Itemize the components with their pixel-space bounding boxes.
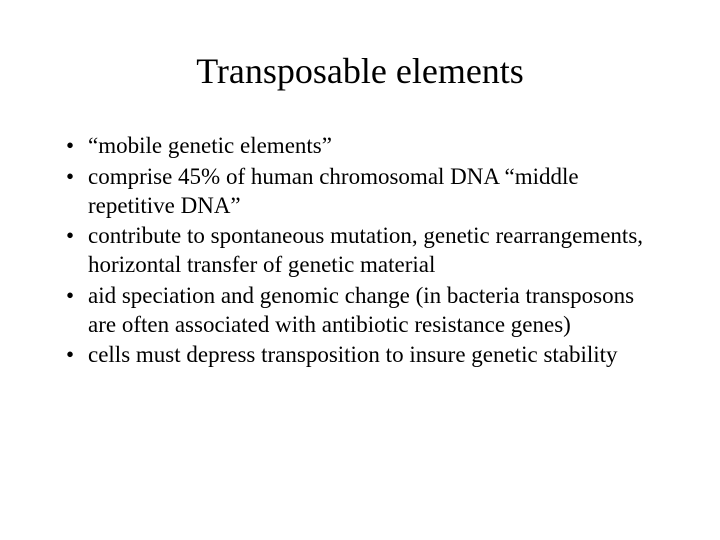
bullet-list: “mobile genetic elements” comprise 45% o…: [60, 132, 660, 370]
list-item: contribute to spontaneous mutation, gene…: [60, 222, 660, 280]
list-item: cells must depress transposition to insu…: [60, 341, 660, 370]
list-item: aid speciation and genomic change (in ba…: [60, 282, 660, 340]
slide-title: Transposable elements: [60, 50, 660, 92]
list-item: “mobile genetic elements”: [60, 132, 660, 161]
list-item: comprise 45% of human chromosomal DNA “m…: [60, 163, 660, 221]
